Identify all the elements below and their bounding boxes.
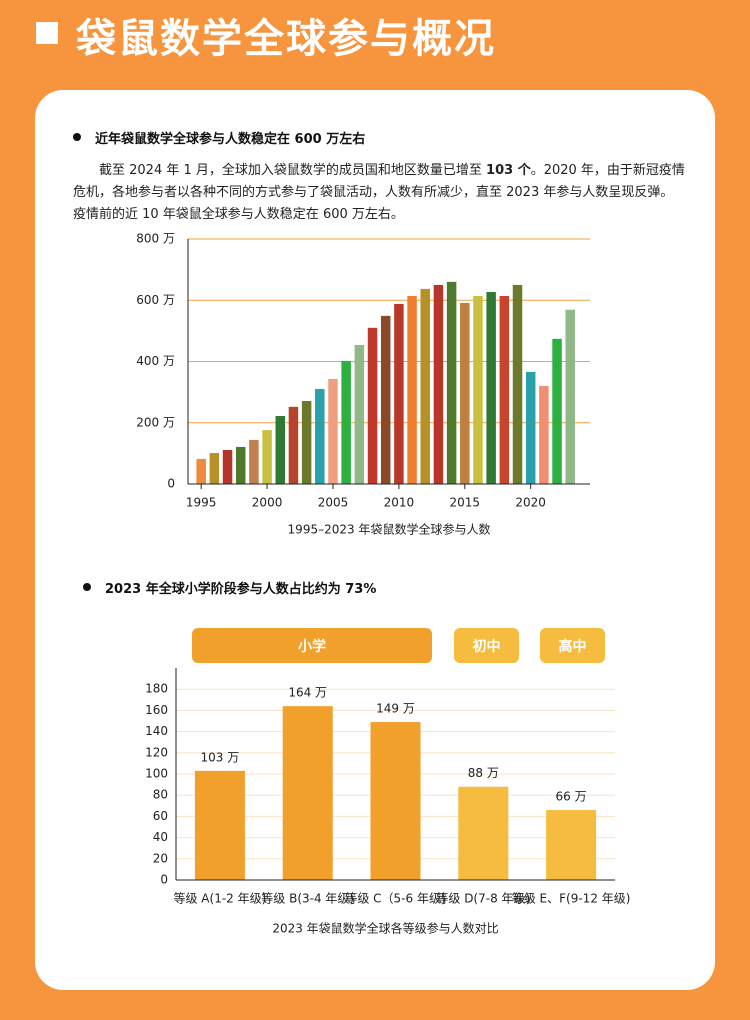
bar <box>249 439 259 484</box>
group-label: 初中 <box>454 628 519 663</box>
chart-caption: 1995–2023 年袋鼠数学全球参与人数 <box>288 522 491 537</box>
text: 截至 2024 年 1 月，全球加入袋鼠数学的成员国和地区数量已增至 <box>99 163 487 178</box>
bar <box>473 295 483 484</box>
x-tick-label: 2005 <box>318 496 349 510</box>
bar <box>235 446 246 484</box>
x-tick-label: 2000 <box>252 496 283 510</box>
x-tick-label: 等级 E、F(9-12 年级) <box>512 892 631 906</box>
y-tick-label: 160 <box>145 703 168 717</box>
y-tick-label: 60 <box>153 809 168 823</box>
bar <box>341 360 351 484</box>
bar <box>367 327 378 484</box>
paragraph: 截至 2024 年 1 月，全球加入袋鼠数学的成员国和地区数量已增至 103 个… <box>73 160 685 226</box>
bar <box>194 770 245 880</box>
bar <box>209 453 220 484</box>
y-tick-label: 80 <box>153 788 168 802</box>
bar <box>499 295 510 484</box>
bar <box>446 281 457 484</box>
y-tick-label: 0 <box>160 873 168 887</box>
y-tick-label: 100 <box>145 767 168 781</box>
y-tick-label: 800 万 <box>136 232 175 246</box>
bar <box>552 338 562 484</box>
group-label: 小学 <box>192 628 432 663</box>
section-heading: 2023 年全球小学阶段参与人数占比约为 73% <box>105 582 377 597</box>
value-label: 149 万 <box>376 702 415 716</box>
y-tick-label: 180 <box>145 682 168 696</box>
x-tick-label: 2010 <box>384 496 415 510</box>
y-tick-label: 0 <box>167 477 175 491</box>
x-tick-label: 2015 <box>450 496 481 510</box>
bullet <box>83 583 91 591</box>
x-tick-label: 等级 C（5-6 年级) <box>345 892 445 906</box>
title-bullet <box>36 22 58 44</box>
y-tick-label: 120 <box>145 745 168 759</box>
bar <box>546 810 597 880</box>
bar <box>262 430 272 484</box>
bar <box>288 406 299 484</box>
x-tick-label: 等级 B(3-4 年级) <box>261 892 354 906</box>
bullet <box>73 133 81 141</box>
bar <box>380 315 391 484</box>
bar <box>486 291 496 484</box>
y-tick-label: 140 <box>145 724 168 738</box>
bar <box>458 786 509 880</box>
x-tick-label: 等级 A(1-2 年级) <box>173 892 266 906</box>
bar <box>525 371 536 484</box>
group-label: 高中 <box>540 628 605 663</box>
bold-text: 103 个 <box>486 163 531 178</box>
bar <box>301 401 312 484</box>
bar <box>370 722 421 880</box>
bar <box>565 309 575 484</box>
y-tick-label: 400 万 <box>136 354 175 368</box>
bar <box>196 458 206 484</box>
y-tick-label: 40 <box>153 830 168 844</box>
value-label: 164 万 <box>288 686 327 700</box>
bar <box>275 416 286 484</box>
bar <box>512 284 523 484</box>
value-label: 88 万 <box>468 766 499 780</box>
section-heading: 近年袋鼠数学全球参与人数稳定在 600 万左右 <box>95 132 366 147</box>
y-tick-label: 600 万 <box>136 293 175 307</box>
chart-caption: 2023 年袋鼠数学全球各等级参与人数对比 <box>272 921 498 936</box>
bar <box>460 303 470 484</box>
value-label: 103 万 <box>201 750 240 764</box>
bar <box>328 378 338 484</box>
x-tick-label: 1995 <box>186 496 217 510</box>
bar <box>222 450 233 484</box>
bar <box>433 284 444 484</box>
bar <box>282 706 333 880</box>
bar <box>420 288 430 484</box>
x-tick-label: 2020 <box>515 496 546 510</box>
y-tick-label: 200 万 <box>136 415 175 429</box>
bar <box>394 303 404 484</box>
bar <box>354 344 365 484</box>
value-label: 66 万 <box>556 790 587 804</box>
bar <box>407 295 417 484</box>
text: 。2020 年，由于新冠疫情危机，各地参与者以各种不同的方式参与了袋鼠活动，人数… <box>73 163 685 222</box>
x-tick-label: 等级 D(7-8 年级) <box>436 892 530 906</box>
bar <box>315 389 325 484</box>
y-tick-label: 20 <box>153 851 168 865</box>
page-title: 袋鼠数学全球参与概况 <box>76 16 496 62</box>
bar <box>539 386 549 484</box>
